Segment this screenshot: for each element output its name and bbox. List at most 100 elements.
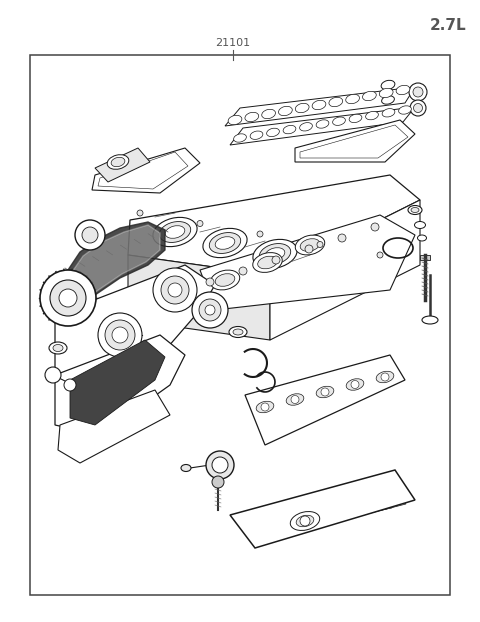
- Polygon shape: [72, 225, 160, 305]
- Ellipse shape: [53, 345, 63, 351]
- Ellipse shape: [278, 106, 292, 116]
- Circle shape: [82, 227, 98, 243]
- Ellipse shape: [346, 95, 360, 104]
- Polygon shape: [200, 215, 415, 310]
- Text: 2.7L: 2.7L: [430, 18, 467, 33]
- Polygon shape: [128, 255, 270, 340]
- Ellipse shape: [312, 100, 326, 109]
- Ellipse shape: [266, 128, 279, 137]
- Ellipse shape: [253, 253, 282, 272]
- Ellipse shape: [422, 316, 438, 324]
- Circle shape: [206, 451, 234, 479]
- Ellipse shape: [262, 109, 276, 119]
- Circle shape: [205, 305, 215, 315]
- Ellipse shape: [411, 208, 419, 213]
- Ellipse shape: [296, 515, 314, 527]
- Ellipse shape: [250, 131, 263, 139]
- Circle shape: [409, 83, 427, 101]
- Polygon shape: [295, 120, 415, 162]
- Ellipse shape: [300, 239, 320, 251]
- Circle shape: [410, 100, 426, 116]
- Circle shape: [137, 210, 143, 216]
- Ellipse shape: [316, 120, 329, 128]
- Circle shape: [317, 241, 323, 248]
- Polygon shape: [70, 340, 165, 425]
- Circle shape: [112, 327, 128, 343]
- Ellipse shape: [153, 217, 197, 247]
- Ellipse shape: [165, 226, 185, 238]
- Ellipse shape: [181, 465, 191, 471]
- Circle shape: [351, 381, 359, 389]
- Circle shape: [192, 292, 228, 328]
- Circle shape: [261, 403, 269, 411]
- Circle shape: [199, 299, 221, 321]
- Circle shape: [50, 280, 86, 316]
- Ellipse shape: [300, 123, 312, 131]
- Ellipse shape: [256, 401, 274, 413]
- Ellipse shape: [398, 106, 411, 114]
- Polygon shape: [420, 255, 430, 260]
- Circle shape: [206, 278, 214, 286]
- Circle shape: [168, 283, 182, 297]
- Ellipse shape: [49, 342, 67, 354]
- Ellipse shape: [349, 114, 362, 123]
- Ellipse shape: [382, 96, 395, 104]
- Polygon shape: [230, 470, 415, 548]
- Ellipse shape: [379, 88, 393, 98]
- Ellipse shape: [111, 157, 125, 167]
- Ellipse shape: [159, 221, 191, 243]
- Polygon shape: [55, 335, 185, 435]
- Ellipse shape: [376, 371, 394, 383]
- Circle shape: [45, 367, 61, 383]
- Circle shape: [371, 223, 379, 231]
- Ellipse shape: [253, 239, 297, 269]
- Polygon shape: [225, 87, 415, 126]
- Ellipse shape: [295, 103, 309, 113]
- Circle shape: [305, 245, 313, 253]
- Ellipse shape: [408, 205, 422, 215]
- Circle shape: [413, 87, 423, 97]
- Ellipse shape: [382, 109, 395, 117]
- Circle shape: [64, 379, 76, 391]
- Polygon shape: [95, 148, 150, 182]
- Circle shape: [413, 103, 422, 113]
- Ellipse shape: [295, 235, 325, 255]
- Ellipse shape: [215, 237, 235, 249]
- Ellipse shape: [418, 235, 427, 241]
- Ellipse shape: [265, 248, 285, 260]
- Ellipse shape: [107, 155, 129, 169]
- Circle shape: [59, 289, 77, 307]
- Circle shape: [197, 221, 203, 226]
- Ellipse shape: [286, 394, 304, 406]
- Ellipse shape: [396, 85, 410, 95]
- Ellipse shape: [366, 111, 378, 120]
- Circle shape: [257, 231, 263, 237]
- Ellipse shape: [362, 91, 376, 101]
- Polygon shape: [230, 107, 415, 145]
- Circle shape: [272, 256, 280, 264]
- Ellipse shape: [329, 97, 343, 107]
- Circle shape: [212, 476, 224, 488]
- Ellipse shape: [259, 244, 291, 264]
- Circle shape: [212, 457, 228, 473]
- Polygon shape: [270, 200, 420, 340]
- Polygon shape: [55, 265, 215, 375]
- Ellipse shape: [316, 386, 334, 397]
- Text: 21101: 21101: [216, 38, 251, 48]
- Ellipse shape: [215, 274, 235, 286]
- Circle shape: [321, 388, 329, 396]
- Ellipse shape: [258, 256, 277, 269]
- Circle shape: [300, 516, 310, 526]
- Polygon shape: [128, 175, 420, 275]
- Ellipse shape: [381, 80, 395, 90]
- Polygon shape: [58, 390, 170, 463]
- Ellipse shape: [229, 327, 247, 338]
- Ellipse shape: [283, 126, 296, 134]
- Circle shape: [161, 276, 189, 304]
- Polygon shape: [68, 222, 165, 310]
- Circle shape: [338, 234, 346, 242]
- Polygon shape: [245, 355, 405, 445]
- Polygon shape: [92, 148, 200, 193]
- Circle shape: [153, 268, 197, 312]
- Ellipse shape: [210, 270, 240, 290]
